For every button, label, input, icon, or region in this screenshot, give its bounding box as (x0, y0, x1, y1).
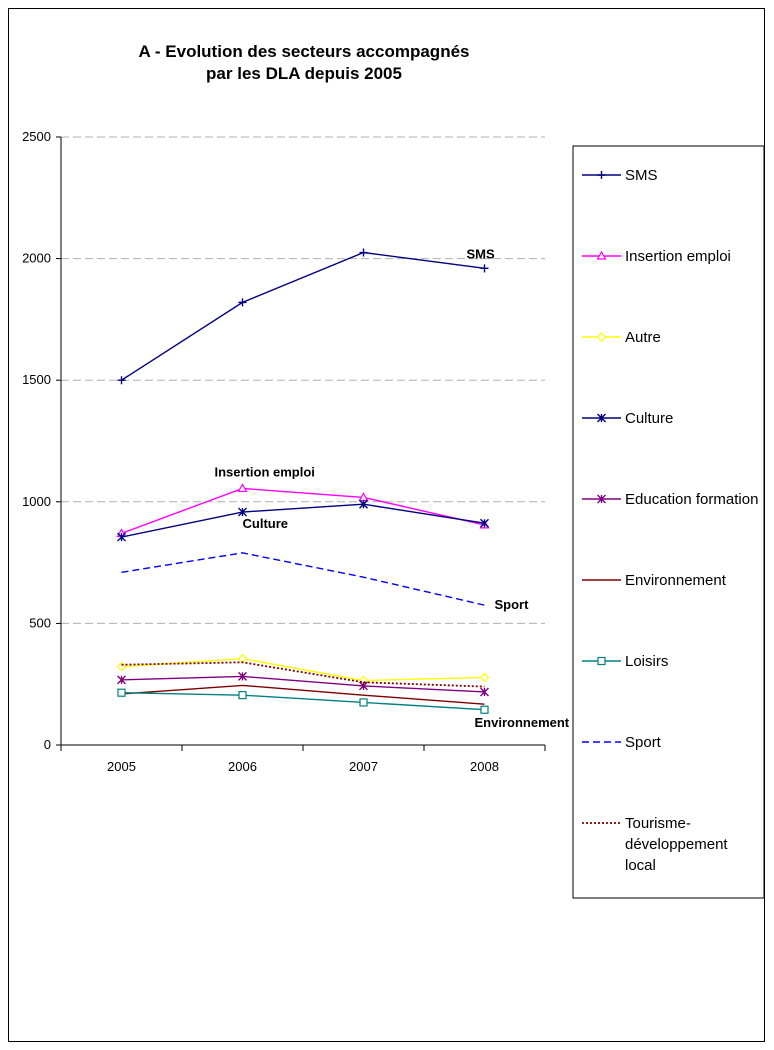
series-line-loisirs (121, 692, 485, 711)
data-point-loisirs-2008 (480, 705, 489, 714)
annotation-insertion-emploi: Insertion emploi (215, 464, 315, 479)
x-tick-label-2007: 2007 (349, 759, 378, 774)
data-point-sms-2008 (480, 264, 489, 273)
y-tick-labels: 0 500 1000 1500 2000 2500 (22, 129, 51, 752)
annotation-environnement: Environnement (475, 715, 570, 730)
series-line-insertion-emploi (121, 487, 485, 535)
series-line-autre (121, 657, 485, 682)
legend-marker-insertion-emploi (596, 250, 607, 260)
data-point-education-formation-2008 (480, 687, 489, 697)
legend-label-sms: SMS (625, 167, 658, 184)
series-line-tourisme-developpement-local (121, 661, 485, 688)
annotation-sms: SMS (467, 246, 496, 261)
data-point-culture-2008 (480, 518, 489, 528)
axes (56, 136, 546, 751)
chart-title-line-1: A - Evolution des secteurs accompagnés (139, 42, 470, 61)
legend-label-tourisme-developpement-local-2: développement (625, 836, 728, 853)
x-tick-label-2008: 2008 (470, 759, 499, 774)
chart-svg: A - Evolution des secteurs accompagnés pa… (22, 42, 765, 899)
series-line-sport (121, 552, 485, 606)
y-tick-label-2000: 2000 (22, 251, 51, 266)
legend-label-insertion-emploi: Insertion emploi (625, 248, 731, 265)
legend-label-education-formation: Education formation (625, 491, 758, 508)
series-line-education-formation (121, 675, 485, 693)
legend-marker-sms (597, 171, 606, 179)
x-tick-label-2005: 2005 (107, 759, 136, 774)
series-lines (116, 248, 490, 714)
legend-label-sport: Sport (625, 734, 662, 751)
data-point-culture-2006 (238, 507, 247, 517)
data-point-loisirs-2006 (238, 691, 247, 700)
data-point-autre-2005 (116, 661, 127, 672)
chart-title: A - Evolution des secteurs accompagnés pa… (139, 42, 470, 83)
data-point-loisirs-2005 (117, 688, 126, 697)
data-point-sms-2007 (359, 248, 368, 257)
data-point-sms-2006 (238, 298, 247, 307)
data-point-sms-2005 (117, 376, 126, 385)
x-tick-labels: 2005 2006 2007 2008 (107, 759, 499, 774)
annotations: SMS Insertion emploi Culture Sport Environne… (215, 246, 570, 730)
y-tick-label-0: 0 (44, 737, 51, 752)
y-tick-label-1000: 1000 (22, 494, 51, 509)
annotation-sport: Sport (495, 597, 530, 612)
data-point-autre-2008 (479, 672, 490, 683)
legend-marker-autre (596, 332, 607, 342)
data-point-education-formation-2007 (359, 681, 368, 691)
legend-label-tourisme-developpement-local-1: Tourisme- (625, 815, 691, 832)
annotation-culture: Culture (243, 516, 289, 531)
series-line-sms (121, 251, 485, 381)
legend-label-loisirs: Loisirs (625, 653, 668, 670)
legend-marker-loisirs (597, 656, 606, 666)
legend: SMS Insertion emploi Autre Culture Education… (572, 145, 765, 899)
y-tick-label-2500: 2500 (22, 129, 51, 144)
gridlines (61, 136, 545, 624)
legend-marker-culture (597, 413, 606, 423)
chart-title-line-2: par les DLA depuis 2005 (206, 64, 402, 83)
data-point-education-formation-2006 (238, 671, 247, 681)
series-line-environnement (121, 684, 485, 705)
legend-label-culture: Culture (625, 410, 673, 427)
chart-frame: A - Evolution des secteurs accompagnés pa… (8, 8, 765, 1042)
x-tick-label-2006: 2006 (228, 759, 257, 774)
legend-label-autre: Autre (625, 329, 661, 346)
legend-label-environnement: Environnement (625, 572, 727, 589)
series-line-culture (121, 503, 485, 538)
data-point-education-formation-2005 (117, 675, 126, 685)
data-point-culture-2005 (117, 532, 126, 542)
legend-label-tourisme-developpement-local-3: local (625, 857, 656, 874)
y-tick-label-500: 500 (29, 615, 51, 630)
legend-box (572, 145, 765, 899)
legend-marker-education-formation (597, 494, 606, 504)
data-point-loisirs-2007 (359, 698, 368, 707)
data-point-insertion-emploi-2006 (237, 483, 248, 493)
y-tick-label-1500: 1500 (22, 372, 51, 387)
data-point-culture-2007 (359, 499, 368, 509)
